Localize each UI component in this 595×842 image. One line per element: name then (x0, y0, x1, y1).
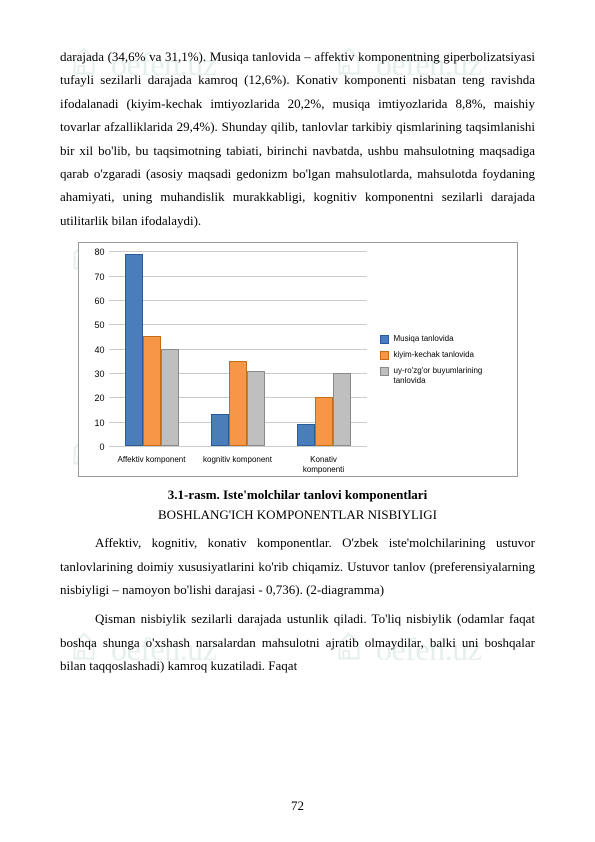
y-axis-label: 60 (94, 296, 104, 306)
paragraph-1: darajada (34,6% va 31,1%). Musiqa tanlov… (60, 45, 535, 232)
bar-group (125, 251, 179, 446)
y-axis-label: 40 (94, 345, 104, 355)
bar-chart: 0 10 20 30 40 50 60 70 80 Affektiv komponent kogn… (78, 242, 518, 477)
bar (143, 336, 161, 446)
bar (315, 397, 333, 446)
legend-swatch (380, 335, 389, 344)
chart-caption: 3.1-rasm. Iste'molchilar tanlovi kompone… (60, 487, 535, 503)
y-axis-label: 0 (99, 442, 104, 452)
chart-legend: Musiqa tanlovida kiyim-kechak tanlovida uy… (372, 243, 517, 476)
y-axis-label: 10 (94, 418, 104, 428)
legend-swatch (380, 351, 389, 360)
bar (125, 254, 143, 447)
y-axis-label: 50 (94, 320, 104, 330)
y-axis-label: 30 (94, 369, 104, 379)
y-axis-label: 80 (94, 247, 104, 257)
legend-swatch (380, 367, 389, 376)
paragraph-2: Affektiv, kognitiv, konativ komponentlar… (60, 531, 535, 601)
legend-item: Musiqa tanlovida (380, 334, 509, 344)
chart-subtitle: BOSHLANG'ICH KOMPONENTLAR NISBIYLIGI (60, 507, 535, 523)
x-axis-label: Affektiv komponent (117, 455, 187, 474)
y-axis-label: 70 (94, 272, 104, 282)
bar (229, 361, 247, 446)
bar-group (211, 251, 265, 446)
legend-item: kiyim-kechak tanlovida (380, 350, 509, 360)
bar (333, 373, 351, 446)
bar (161, 349, 179, 447)
legend-label: kiyim-kechak tanlovida (394, 350, 474, 360)
x-axis-label: Konativ komponenti (289, 455, 359, 474)
legend-label: uy-ro'zg'or buyumlarining tanlovida (394, 366, 509, 385)
paragraph-3: Qisman nisbiylik sezilarli darajada ustu… (60, 607, 535, 677)
bar (211, 414, 229, 446)
legend-label: Musiqa tanlovida (394, 334, 454, 344)
y-axis-label: 20 (94, 393, 104, 403)
bar (297, 424, 315, 446)
page-number: 72 (0, 798, 595, 814)
x-axis-label: kognitiv komponent (203, 455, 273, 474)
bar (247, 371, 265, 447)
legend-item: uy-ro'zg'or buyumlarining tanlovida (380, 366, 509, 385)
bar-group (297, 251, 351, 446)
